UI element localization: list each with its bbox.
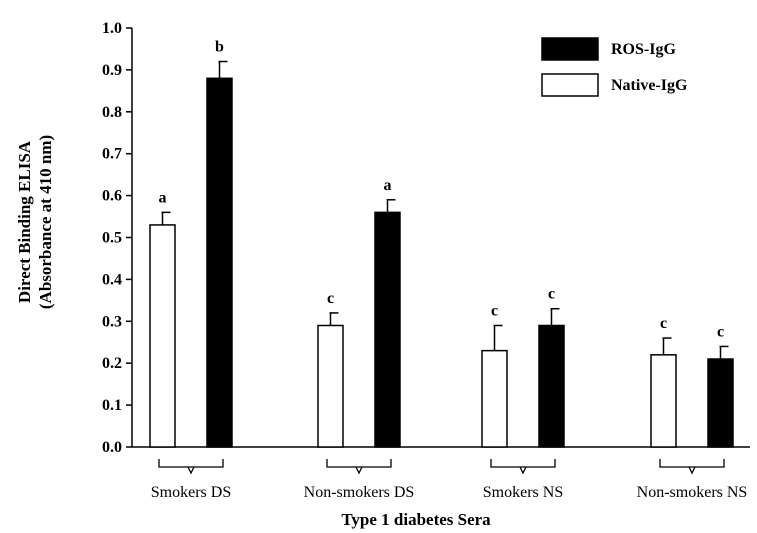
significance-label: c [491, 302, 498, 319]
legend: ROS-IgG Native-IgG [541, 37, 688, 97]
significance-label: c [548, 286, 555, 303]
y-tick-label: 0.2 [102, 355, 122, 372]
legend-swatch-ros-igg [541, 37, 599, 61]
category-bracket [659, 459, 725, 475]
y-tick-label: 0.5 [102, 230, 122, 247]
y-tick-label: 0.8 [102, 104, 122, 121]
legend-label-native-igg: Native-IgG [611, 77, 688, 94]
y-tick-label: 0.3 [102, 313, 122, 330]
y-axis-title-line2: (Absorbance at 410 nm) [36, 135, 55, 309]
y-tick-label: 0.6 [102, 188, 122, 205]
significance-label: b [215, 39, 224, 56]
bar-native-igg [317, 324, 344, 448]
bar-ros-igg [206, 77, 233, 448]
significance-label: c [660, 315, 667, 332]
bar-ros-igg [374, 211, 401, 448]
y-tick-label: 0.4 [102, 271, 122, 288]
category-bracket [326, 459, 392, 475]
x-category-label: Smokers DS [151, 484, 231, 501]
y-tick-label: 0.1 [102, 397, 122, 414]
y-tick-label: 0.7 [102, 146, 122, 163]
x-category-label: Smokers NS [483, 484, 563, 501]
significance-label: a [384, 177, 392, 194]
legend-swatch-native-igg [541, 73, 599, 97]
significance-label: a [159, 189, 167, 206]
x-category-label: Non-smokers DS [304, 484, 415, 501]
plot-area: 0.0 0.1 0.2 0.3 0.4 0.5 0.6 0.7 0.8 0.9 1.0 a b Smoke… [102, 20, 750, 501]
significance-label: c [717, 323, 724, 340]
bar-native-igg [481, 349, 508, 448]
legend-label-ros-igg: ROS-IgG [611, 41, 676, 58]
y-axis-title: Direct Binding ELISA (Absorbance at 410 … [15, 135, 55, 309]
y-axis-title-line1: Direct Binding ELISA [15, 140, 34, 303]
category-bracket [490, 459, 556, 475]
bar-native-igg [149, 224, 176, 448]
category-bracket [158, 459, 224, 475]
bar-ros-igg [538, 324, 565, 448]
y-tick-label: 0.0 [102, 439, 122, 456]
y-tick-label: 1.0 [102, 20, 122, 37]
significance-label: c [327, 290, 334, 307]
bar-native-igg [650, 354, 677, 448]
x-axis-title: Type 1 diabetes Sera [341, 510, 491, 529]
x-category-label: Non-smokers NS [637, 484, 748, 501]
y-tick-label: 0.9 [102, 62, 122, 79]
bar-ros-igg [707, 358, 734, 448]
